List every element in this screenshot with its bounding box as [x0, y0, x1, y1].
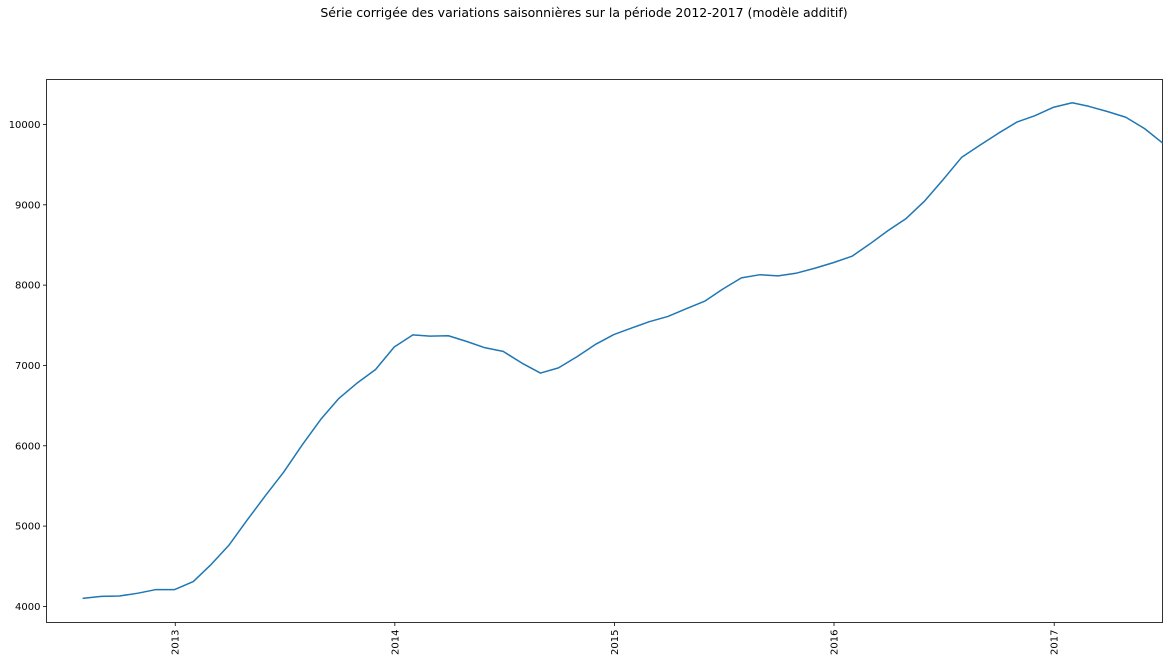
x-tick-label: 2013 — [171, 630, 182, 655]
x-tick-label: 2017 — [1050, 630, 1061, 655]
y-tick-label: 8000 — [15, 281, 40, 292]
x-axis: 2013 2014 2015 2016 2017 — [171, 622, 1061, 655]
x-tick-label: 2014 — [390, 630, 401, 655]
y-tick-label: 7000 — [15, 361, 40, 372]
y-tick-label: 6000 — [15, 441, 40, 452]
plot-frame — [46, 79, 1163, 623]
y-tick-label: 10000 — [9, 120, 41, 131]
y-axis: 4000 5000 6000 7000 8000 9000 10000 — [9, 120, 47, 613]
y-tick-label: 4000 — [15, 602, 40, 613]
y-tick-label: 5000 — [15, 522, 40, 533]
y-tick-label: 9000 — [15, 200, 40, 211]
chart-title: Série corrigée des variations saisonnièr… — [320, 5, 848, 20]
x-tick-label: 2015 — [610, 630, 621, 655]
series-line — [82, 102, 1163, 600]
x-tick-label: 2016 — [830, 630, 841, 655]
